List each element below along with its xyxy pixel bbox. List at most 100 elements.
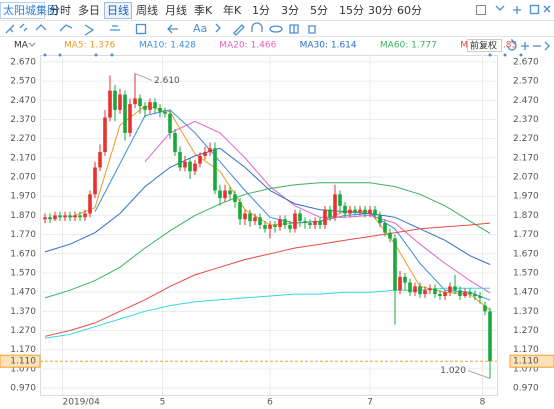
- candle-body: [438, 294, 442, 296]
- candle-body: [248, 213, 252, 222]
- candle-body: [458, 290, 462, 296]
- fib-tool[interactable]: [110, 25, 120, 31]
- candle-body: [383, 223, 387, 233]
- edit-icon[interactable]: [233, 24, 245, 36]
- period-tab[interactable]: 多日: [78, 3, 100, 17]
- more-icon[interactable]: [215, 23, 221, 33]
- y-tick-label-left: 1.570: [10, 268, 36, 278]
- period-tab[interactable]: 周线: [136, 3, 158, 17]
- lock-icon[interactable]: [289, 24, 299, 34]
- rect-tool[interactable]: [135, 23, 147, 35]
- candle-body: [433, 288, 437, 295]
- zoom-in-icon[interactable]: [521, 42, 529, 50]
- line-tool[interactable]: [35, 24, 47, 31]
- x-tick-label: 8: [480, 398, 486, 408]
- legend-entry: MA60: 1.777: [380, 41, 437, 51]
- checkbox[interactable]: [476, 5, 486, 15]
- candle-body: [93, 167, 97, 195]
- y-tick-label-right: 2.570: [513, 77, 539, 87]
- period-tab[interactable]: 季K: [194, 4, 213, 17]
- candle-body: [83, 213, 87, 218]
- y-tick-label-right: 1.170: [513, 345, 539, 355]
- candle-body: [103, 117, 107, 153]
- scroll-icon[interactable]: [544, 41, 550, 51]
- candle-body: [298, 213, 302, 222]
- delete-icon[interactable]: [308, 25, 316, 34]
- period-tab[interactable]: 5分: [310, 4, 328, 17]
- y-tick-label-left: 2.170: [10, 153, 36, 163]
- plot-frame: [40, 55, 498, 396]
- candle-body: [143, 106, 147, 110]
- y-tick-label-right: 1.870: [513, 211, 539, 221]
- y-tick-label-right: 1.670: [513, 249, 539, 259]
- candle-body: [358, 209, 362, 212]
- period-tab[interactable]: 太阳城集团: [3, 3, 58, 17]
- tab-box[interactable]: [0, 2, 45, 19]
- candle-body: [408, 282, 412, 293]
- period-tab[interactable]: 日线: [107, 3, 129, 17]
- branch-tool[interactable]: [84, 24, 95, 36]
- candle-body: [173, 132, 177, 153]
- candle-body: [208, 148, 212, 153]
- y-tick-label-left: 2.070: [10, 173, 36, 183]
- y-tick-label-left: 1.070: [10, 364, 36, 374]
- candle-body: [363, 209, 367, 214]
- candle-body: [58, 215, 62, 218]
- wave-tool[interactable]: [59, 24, 73, 32]
- tab-box[interactable]: [104, 2, 132, 19]
- adjust-select[interactable]: [467, 39, 502, 52]
- window-icon[interactable]: [529, 4, 540, 15]
- candle-body: [283, 219, 287, 225]
- crosshair-icon[interactable]: [513, 6, 521, 14]
- candle-body: [183, 161, 187, 168]
- candle-body: [148, 102, 152, 110]
- candle-body: [213, 148, 217, 191]
- refresh-icon[interactable]: [507, 38, 517, 51]
- candle-body: [333, 194, 337, 218]
- candle-body: [63, 215, 67, 218]
- text-tool[interactable]: Aa: [193, 22, 207, 35]
- adjust-label[interactable]: 前复权: [470, 40, 497, 52]
- period-tab[interactable]: 1分: [252, 4, 270, 17]
- candle-body: [423, 290, 427, 295]
- candle-body: [193, 163, 197, 172]
- ma-line: [44, 182, 491, 299]
- price-tag-right: [509, 354, 554, 368]
- candle-body: [53, 215, 57, 220]
- candle-body: [163, 111, 167, 114]
- close-icon[interactable]: [543, 5, 551, 13]
- pen-tool[interactable]: [5, 24, 15, 34]
- magnet-icon[interactable]: [251, 22, 263, 32]
- candle-body: [168, 113, 172, 133]
- period-tab[interactable]: 60分: [397, 4, 422, 17]
- period-tab[interactable]: 年K: [223, 3, 242, 17]
- arrow-tool[interactable]: [167, 24, 178, 34]
- ray-tool[interactable]: [19, 23, 28, 32]
- dropdown-icon[interactable]: [495, 5, 505, 11]
- period-tab[interactable]: 3分: [281, 4, 299, 17]
- y-tick-label-right: 2.170: [513, 153, 539, 163]
- candle-body: [263, 225, 267, 229]
- candle-body: [473, 294, 477, 296]
- eye-icon[interactable]: [269, 25, 283, 33]
- y-tick-label-right: 1.370: [513, 307, 539, 317]
- y-tick-label-right: 1.970: [513, 192, 539, 202]
- y-tick-label-right: 2.070: [513, 173, 539, 183]
- candle-body: [418, 286, 422, 295]
- candle-body: [118, 94, 122, 110]
- candle-body: [308, 223, 312, 225]
- period-tab[interactable]: 月线: [165, 3, 187, 17]
- y-tick-label-left: 2.470: [10, 96, 36, 106]
- min-label: 1.020: [440, 366, 466, 376]
- period-tab[interactable]: 15分: [339, 4, 364, 17]
- period-tab[interactable]: 30分: [368, 4, 393, 17]
- period-tab[interactable]: 分时: [49, 4, 71, 17]
- candle-body: [343, 205, 347, 214]
- ma-dropdown[interactable]: [28, 42, 36, 47]
- candle-body: [78, 215, 82, 218]
- legend-entry: MA30: 1.614: [300, 41, 357, 51]
- y-tick-label-right: 2.270: [513, 134, 539, 144]
- ma-line: [69, 105, 491, 311]
